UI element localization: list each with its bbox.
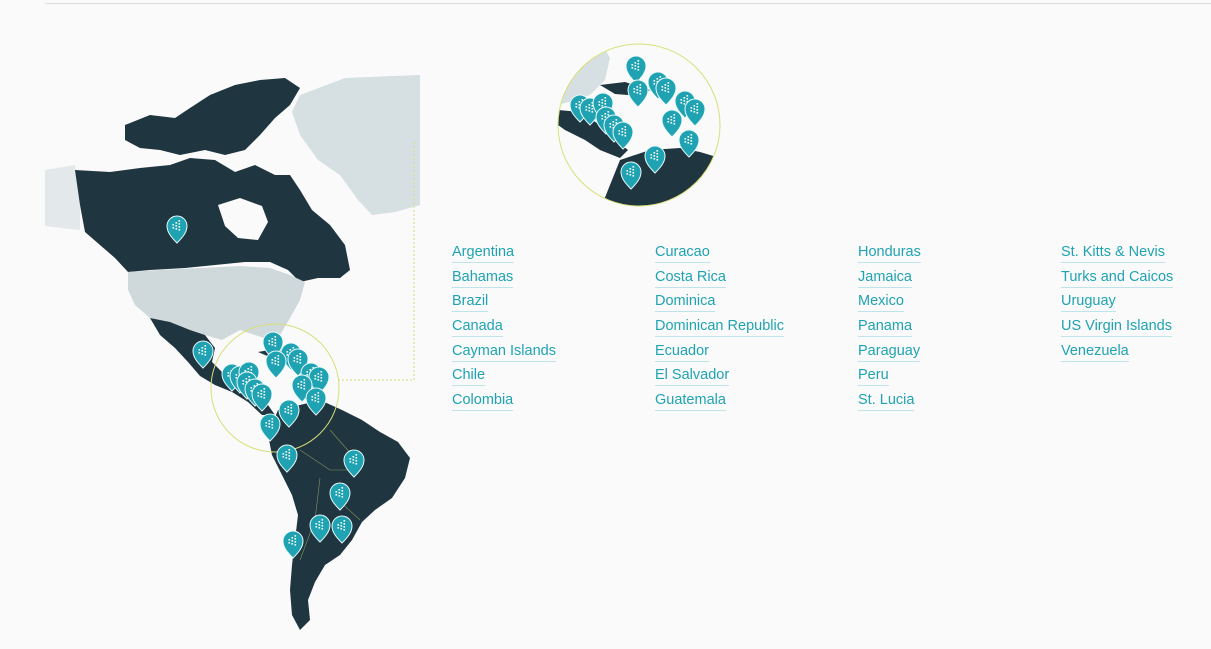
country-link-dominica[interactable]: Dominica [655,293,716,313]
greenland-shape [292,75,420,215]
country-link-turks-and-caicos[interactable]: Turks and Caicos [1061,269,1174,288]
country-link-ecuador[interactable]: Ecuador [655,343,710,362]
country-link-cayman-islands[interactable]: Cayman Islands [452,343,556,362]
country-list: Argentina Bahamas Brazil Canada Cayman I… [452,244,1211,417]
country-link-guatemala[interactable]: Guatemala [655,392,726,412]
zoom-connector [338,140,415,381]
country-link-paraguay[interactable]: Paraguay [858,343,921,362]
country-column-1: Argentina Bahamas Brazil Canada Cayman I… [452,244,655,417]
country-link-chile[interactable]: Chile [452,367,486,387]
country-link-jamaica[interactable]: Jamaica [858,269,912,288]
canada-shape [75,158,350,282]
zoom-highlight-circle [210,323,340,453]
zoom-circle-border [557,43,721,207]
country-link-uruguay[interactable]: Uruguay [1061,293,1116,313]
hudson-bay [218,198,268,240]
alaska-shape [45,165,80,230]
country-link-venezuela[interactable]: Venezuela [1061,343,1129,362]
country-link-bahamas[interactable]: Bahamas [452,269,514,288]
country-link-colombia[interactable]: Colombia [452,392,514,412]
country-link-argentina[interactable]: Argentina [452,244,515,263]
top-divider [45,3,1211,4]
country-link-canada[interactable]: Canada [452,318,503,338]
south-america-shape [268,400,410,630]
country-link-costa-rica[interactable]: Costa Rica [655,269,726,288]
marker-jamaica[interactable] [265,350,287,379]
country-link-us-virgin-islands[interactable]: US Virgin Islands [1061,318,1172,338]
arctic-islands [125,78,300,155]
country-link-el-salvador[interactable]: El Salvador [655,367,730,387]
country-column-2: Curacao Costa Rica Dominica Dominican Re… [655,244,858,417]
country-link-dominican-republic[interactable]: Dominican Republic [655,318,784,338]
country-link-peru[interactable]: Peru [858,367,889,387]
country-link-honduras[interactable]: Honduras [858,244,921,263]
country-link-curacao[interactable]: Curacao [655,244,710,263]
usa-shape [128,266,305,340]
country-column-3: Honduras Jamaica Mexico Panama Paraguay … [858,244,1061,417]
country-link-st-kitts-nevis[interactable]: St. Kitts & Nevis [1061,244,1165,263]
country-link-mexico[interactable]: Mexico [858,293,904,313]
country-link-panama[interactable]: Panama [858,318,913,338]
country-link-st-lucia[interactable]: St. Lucia [858,392,915,412]
country-column-4: St. Kitts & Nevis Turks and Caicos Urugu… [1061,244,1211,417]
country-link-brazil[interactable]: Brazil [452,293,489,313]
